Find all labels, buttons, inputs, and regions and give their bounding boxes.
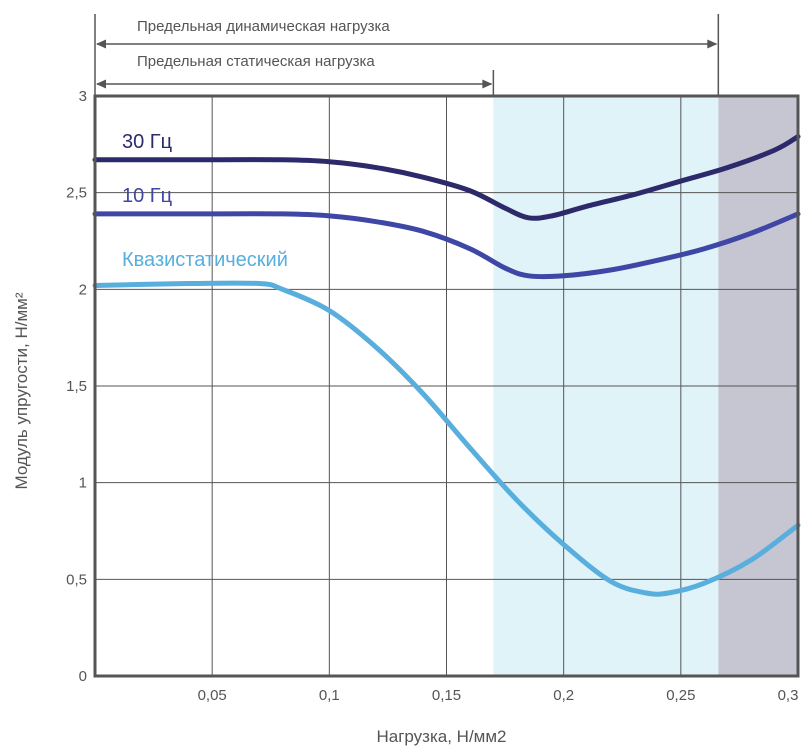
series-labels: 30 Гц 10 Гц Квазистатический (122, 131, 288, 271)
limit-label: Предельная динамическая нагрузка (137, 18, 390, 35)
series-label: 30 Гц (122, 131, 172, 153)
x-axis-title: Нагрузка, Н/мм2 (376, 727, 506, 746)
x-tick-label: 0,15 (432, 687, 461, 704)
series-lines (92, 134, 801, 597)
y-tick-label: 2 (79, 281, 87, 298)
arrow-right-icon (707, 39, 718, 49)
arrow-left-icon (96, 39, 106, 49)
arrow-right-icon (482, 79, 493, 89)
y-axis-title: Модуль упругости, Н/мм² (12, 292, 31, 489)
y-tick-labels: 0 0,5 1 1,5 2 2,5 3 (66, 88, 87, 685)
y-tick-label: 0 (79, 668, 87, 685)
series-line-1 (92, 211, 801, 280)
x-tick-label: 0,3 (778, 687, 799, 704)
limit-label: Предельная статическая нагрузка (137, 53, 375, 70)
y-tick-label: 2,5 (66, 185, 87, 202)
x-tick-label: 0,05 (198, 687, 227, 704)
limit-annotations: Предельная динамическая нагрузка Предельн… (94, 14, 720, 96)
x-tick-label: 0,1 (319, 687, 340, 704)
y-tick-label: 3 (79, 88, 87, 105)
plot-frame (93, 94, 800, 678)
series-label: Квазистатический (122, 249, 288, 271)
x-tick-labels: 0,05 0,1 0,15 0,2 0,25 0,3 (198, 687, 799, 704)
x-tick-label: 0,2 (553, 687, 574, 704)
x-tick-label: 0,25 (666, 687, 695, 704)
series-label: 10 Гц (122, 185, 172, 207)
y-tick-label: 0,5 (66, 571, 87, 588)
y-tick-label: 1 (79, 475, 87, 492)
series-line-2 (92, 280, 801, 597)
arrow-left-icon (96, 79, 106, 89)
series-line-0 (92, 134, 801, 221)
y-tick-label: 1,5 (66, 378, 87, 395)
